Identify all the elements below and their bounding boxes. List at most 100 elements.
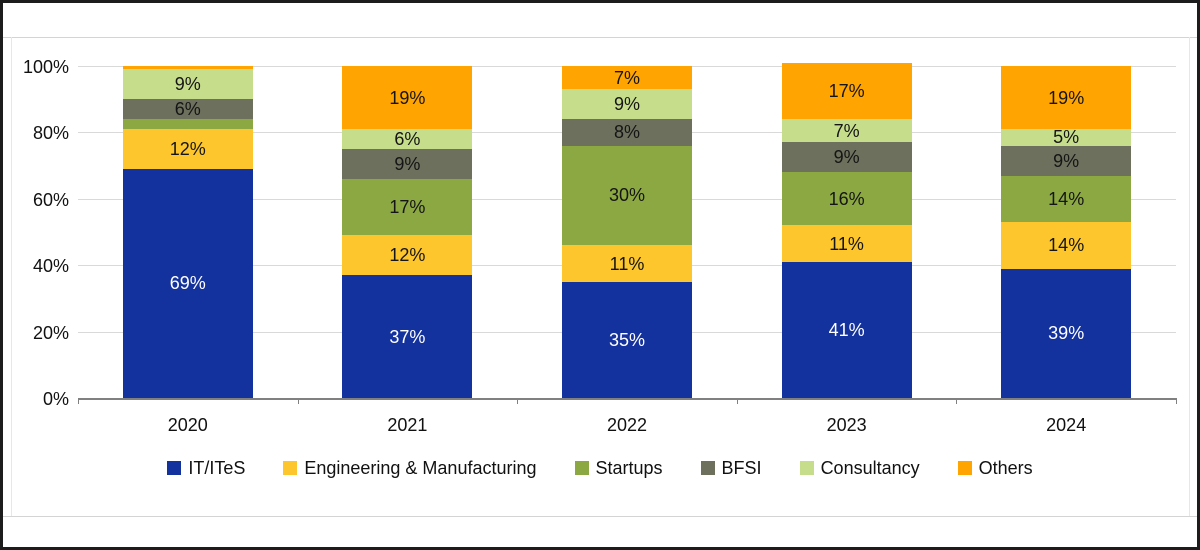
y-axis-tick-label: 40% <box>32 256 69 277</box>
legend-item: Others <box>957 458 1033 478</box>
bar-segment-label: 39% <box>1048 323 1085 344</box>
y-axis-tick-label: 100% <box>22 57 69 77</box>
bar-segment-label: 14% <box>1048 235 1085 256</box>
x-axis-line <box>78 398 1176 400</box>
bar-segment-label: 19% <box>1048 87 1085 108</box>
bar-segment: 8% <box>562 119 692 146</box>
bar-segment-label: 16% <box>828 188 865 209</box>
bar-segment-label: 69% <box>169 273 206 294</box>
bar-segment: 9% <box>122 69 253 100</box>
bar-segment-label: 9% <box>174 74 201 95</box>
bar-segment: 12% <box>122 129 253 169</box>
panel-top-border <box>3 37 1197 38</box>
legend-swatch <box>957 461 972 475</box>
x-axis-tick <box>1176 398 1177 404</box>
y-axis-tick-label: 0% <box>42 389 69 409</box>
bar-segment-label: 9% <box>1053 150 1080 171</box>
bar-segment-label: 9% <box>613 94 640 115</box>
bar-segment-label: 14% <box>1048 188 1085 209</box>
bar-segment-label: 35% <box>608 329 646 350</box>
x-axis-tick <box>736 398 738 404</box>
bar-segment-label: 8% <box>613 122 640 143</box>
bar-segment: 7% <box>781 119 912 143</box>
bar-segment: 14% <box>1001 175 1132 223</box>
bar-segment <box>122 66 253 70</box>
bar-segment: 30% <box>562 145 692 246</box>
legend-swatch <box>799 461 814 475</box>
bar-segment-label: 12% <box>389 245 426 266</box>
bar-segment-label: 17% <box>828 80 865 101</box>
bar-segment-label: 9% <box>394 153 421 174</box>
bar-segment-label: 12% <box>169 138 206 159</box>
x-axis-category-label: 2023 <box>826 415 867 435</box>
bar-segment: 9% <box>342 149 473 179</box>
bar-segment: 5% <box>1001 127 1132 148</box>
x-axis-category-label: 2022 <box>606 415 647 435</box>
bar-segment: 9% <box>1001 145 1132 176</box>
bar-segment-label: 5% <box>1053 127 1080 148</box>
bar-segment: 7% <box>562 66 692 90</box>
bar-segment: 35% <box>562 281 692 398</box>
bar-segment-label: 37% <box>389 326 426 347</box>
legend: IT/ITeS Engineering & Manufacturing Startu… <box>3 459 1197 477</box>
bar-segment: 19% <box>342 66 473 130</box>
legend-label: Consultancy <box>820 458 920 478</box>
bar-segment: 69% <box>122 168 253 398</box>
bar-segment: 11% <box>562 245 692 282</box>
bar-segment: 17% <box>781 62 912 120</box>
legend-label: BFSI <box>721 458 762 478</box>
legend-item: Startups <box>574 458 663 478</box>
legend-label: Startups <box>595 458 663 478</box>
bar-segment: 39% <box>1001 268 1132 398</box>
bar-segment: 12% <box>342 235 473 276</box>
bar-segment-label: 11% <box>609 253 645 274</box>
x-axis-category-label: 2020 <box>167 415 208 435</box>
bar-segment: 37% <box>342 275 473 398</box>
x-axis-category-label: 2024 <box>1046 415 1087 435</box>
bar-segment: 14% <box>1001 222 1132 269</box>
bar-segment: 9% <box>781 142 912 173</box>
bar-segment-label: 11% <box>829 233 864 254</box>
bar-segment: 16% <box>781 172 912 226</box>
panel-bottom-border <box>3 516 1197 517</box>
legend-swatch <box>574 461 589 475</box>
panel-left-border <box>11 37 12 516</box>
bar-segment: 6% <box>342 129 473 150</box>
x-axis-tick <box>517 398 519 404</box>
bar-segment-label: 30% <box>608 185 646 206</box>
legend-swatch <box>167 461 182 475</box>
bar-segment: 17% <box>342 178 473 236</box>
legend-item: Engineering & Manufacturing <box>283 458 537 478</box>
bar-segment-label: 19% <box>389 87 426 108</box>
legend-item: IT/ITeS <box>167 459 245 477</box>
bar-segment: 11% <box>781 225 912 262</box>
bar-segment <box>122 119 253 130</box>
legend-item: BFSI <box>700 458 762 478</box>
bar-segment-label: 6% <box>394 129 421 150</box>
legend-label: IT/ITeS <box>188 458 246 478</box>
x-axis-tick <box>297 398 299 404</box>
bar-segment: 41% <box>781 261 912 398</box>
y-axis-tick-label: 60% <box>32 189 69 210</box>
bar-segment-label: 41% <box>828 319 865 340</box>
x-axis-tick <box>956 398 958 404</box>
x-axis-category-label: 2021 <box>387 415 428 435</box>
legend-label: Engineering & Manufacturing <box>304 458 537 478</box>
legend-swatch <box>283 461 298 475</box>
bar-segment: 6% <box>122 99 253 120</box>
bar-segment-label: 6% <box>174 99 201 120</box>
legend-label: Others <box>978 458 1033 478</box>
bar-segment-label: 7% <box>833 120 860 141</box>
bar-segment: 9% <box>562 89 692 120</box>
bar-segment-label: 9% <box>833 147 860 168</box>
y-axis-tick-label: 80% <box>32 123 69 144</box>
bar-segment: 19% <box>1001 66 1132 130</box>
y-axis-tick-label: 20% <box>32 322 69 343</box>
bar-segment-label: 17% <box>389 197 426 218</box>
x-axis-tick <box>78 398 79 404</box>
legend-swatch <box>700 461 715 475</box>
legend-item: Consultancy <box>799 458 920 478</box>
bar-segment-label: 7% <box>613 67 640 88</box>
panel-right-border <box>1189 37 1190 516</box>
